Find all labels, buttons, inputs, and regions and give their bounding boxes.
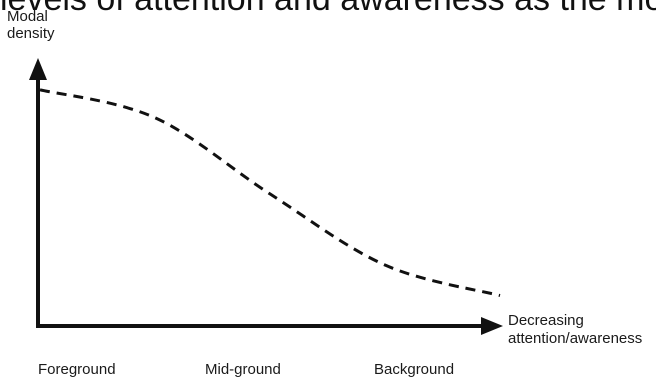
x-tick-label-background: Background — [374, 361, 455, 378]
x-tick-label-mid-ground: Mid-ground — [205, 361, 281, 378]
x-tick-label-foreground: Foreground — [38, 361, 116, 378]
cropped-caption-text: levels of attention and awareness as the… — [0, 0, 656, 20]
y-axis-label-line-2: density — [7, 25, 55, 42]
y-axis-label-line-1: Modal — [7, 8, 48, 25]
x-axis-label-line-1: Decreasing — [508, 312, 584, 329]
modal-density-curve — [39, 88, 501, 297]
y-axis-arrowhead — [29, 58, 47, 80]
y-axis-label: Modal density — [7, 8, 67, 42]
x-axis-arrowhead — [481, 317, 503, 335]
x-axis-label: Decreasing attention/awareness — [508, 312, 654, 348]
x-axis-label-line-2: attention/awareness — [508, 330, 643, 347]
